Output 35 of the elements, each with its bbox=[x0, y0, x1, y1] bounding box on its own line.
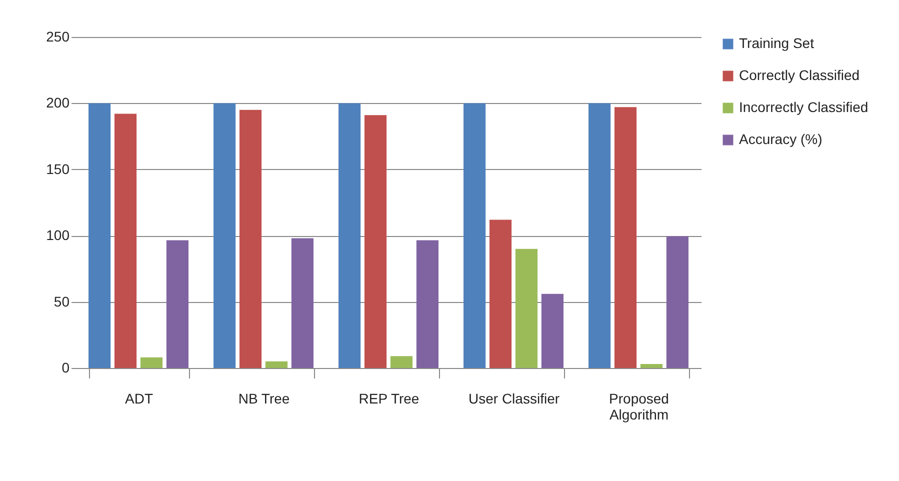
y-tick-label: 50 bbox=[54, 293, 70, 310]
x-tick-label: REP Tree bbox=[358, 390, 420, 406]
bar bbox=[541, 294, 564, 368]
bar bbox=[614, 107, 637, 368]
y-tick-label: 150 bbox=[46, 160, 70, 177]
x-tick-label: ADT bbox=[125, 390, 154, 406]
legend-label: Correctly Classified bbox=[739, 67, 860, 83]
bar bbox=[140, 357, 163, 368]
bar bbox=[666, 236, 688, 368]
legend-label: Accuracy (%) bbox=[739, 131, 822, 147]
bar bbox=[114, 114, 137, 368]
bar bbox=[166, 240, 188, 368]
y-tick-label: 100 bbox=[46, 227, 70, 244]
bar bbox=[338, 103, 361, 368]
x-tick-label: Proposed Algorithm bbox=[609, 390, 669, 422]
bar bbox=[515, 248, 538, 368]
bar bbox=[489, 220, 512, 368]
legend-label: Training Set bbox=[739, 35, 814, 51]
legend-label: Incorrectly Classified bbox=[739, 99, 868, 115]
bar bbox=[464, 103, 486, 368]
y-tick-label: 250 bbox=[46, 28, 70, 44]
bar bbox=[640, 364, 663, 368]
bar bbox=[239, 110, 262, 368]
bar bbox=[265, 361, 288, 368]
x-tick-label: NB Tree bbox=[238, 390, 290, 406]
bar bbox=[88, 103, 111, 368]
bar bbox=[416, 240, 438, 368]
bar bbox=[364, 115, 387, 368]
bar bbox=[588, 103, 611, 368]
y-tick-label: 0 bbox=[62, 360, 70, 376]
y-tick-label: 200 bbox=[46, 94, 70, 111]
bar bbox=[214, 103, 236, 368]
bar bbox=[291, 238, 314, 368]
x-tick-label: User Classifier bbox=[468, 390, 560, 406]
bar bbox=[390, 356, 413, 368]
